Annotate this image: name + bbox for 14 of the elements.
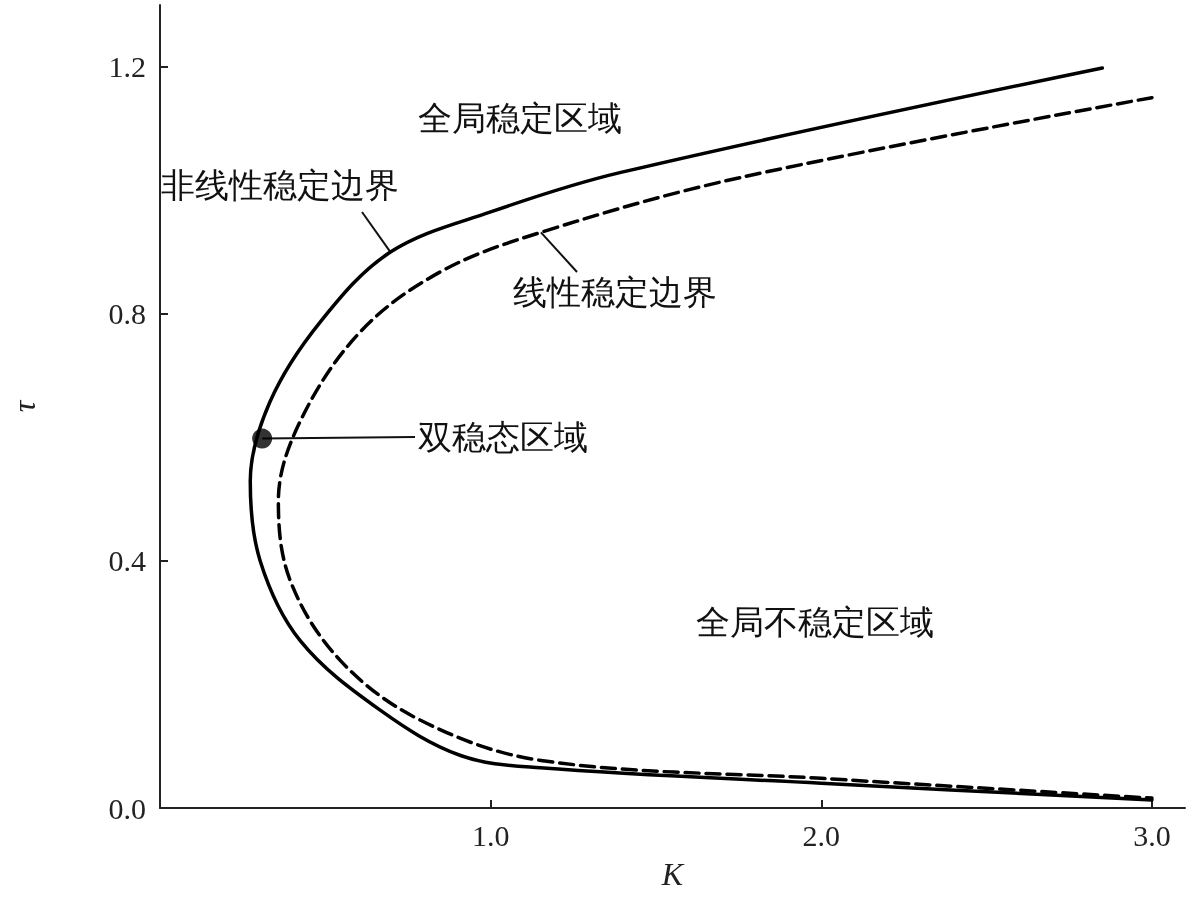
x-tick-label: 2.0 xyxy=(802,818,841,852)
y-tick-label: 0.0 xyxy=(108,791,146,825)
annotation: 全局稳定区域 xyxy=(418,98,622,138)
y-axis-title: τ xyxy=(6,399,42,413)
x-tick-label: 1.0 xyxy=(471,818,510,852)
annotation: 双稳态区域 xyxy=(418,417,588,457)
y-tick-label: 1.2 xyxy=(108,50,146,84)
x-axis-title: K xyxy=(660,856,685,892)
y-tick-label: 0.8 xyxy=(108,297,146,331)
annotation: 全局不稳定区域 xyxy=(696,602,934,642)
annotation: 线性稳定边界 xyxy=(513,272,717,312)
x-tick-label: 3.0 xyxy=(1133,818,1171,852)
y-tick-label: 0.4 xyxy=(108,544,146,578)
annotation: 非线性稳定边界 xyxy=(161,165,399,205)
